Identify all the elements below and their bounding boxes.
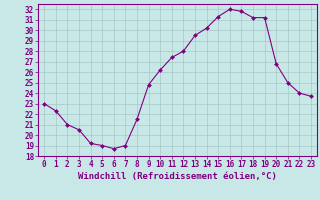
X-axis label: Windchill (Refroidissement éolien,°C): Windchill (Refroidissement éolien,°C) xyxy=(78,172,277,181)
